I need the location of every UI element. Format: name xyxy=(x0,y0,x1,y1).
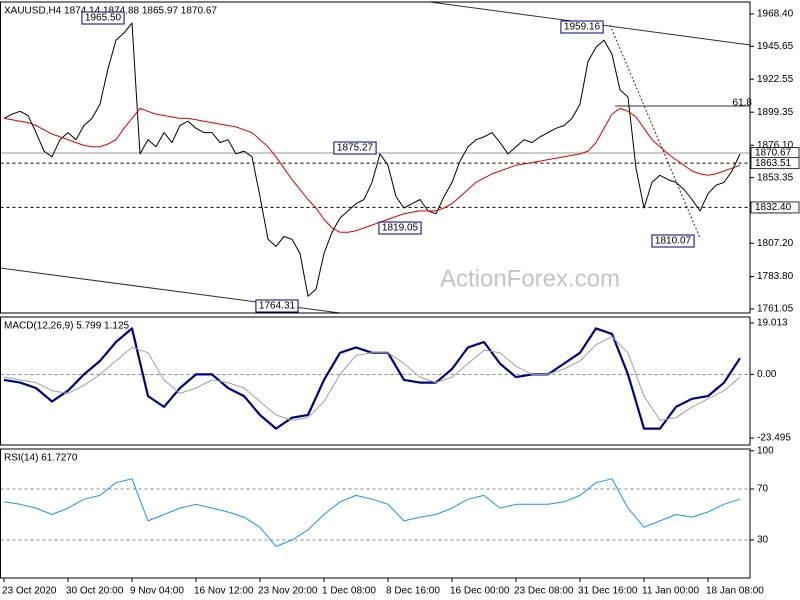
x-tick-label: 11 Jan 00:00 xyxy=(642,586,700,597)
price-label: 1870.67 xyxy=(755,148,792,159)
y-tick-label: 1945.65 xyxy=(757,41,794,52)
y-tick-label: 1761.05 xyxy=(757,304,794,315)
annotation-box xyxy=(378,221,422,235)
y-tick-label: 1899.35 xyxy=(757,107,794,118)
y-tick-label: 100 xyxy=(757,445,774,456)
annotation-box xyxy=(560,20,604,34)
x-tick-label: 23 Oct 2020 xyxy=(2,586,57,597)
y-tick-label: 19.013 xyxy=(757,318,788,329)
price-label-box xyxy=(750,201,800,214)
annotation: 1875.27 xyxy=(337,143,374,154)
annotation: 1965.50 xyxy=(85,13,122,24)
price-label: 1863.51 xyxy=(755,158,792,169)
annotation: 1764.31 xyxy=(259,301,296,312)
annotation: 1959.16 xyxy=(564,22,601,33)
series-line xyxy=(3,22,741,297)
panel-border xyxy=(0,316,751,446)
trend-line xyxy=(609,24,701,239)
x-tick-label: 16 Nov 12:00 xyxy=(194,586,254,597)
series-line xyxy=(3,107,741,233)
x-tick-label: 30 Oct 20:00 xyxy=(66,586,124,597)
y-tick-label: 1807.20 xyxy=(757,238,794,249)
x-tick-label: 23 Nov 20:00 xyxy=(258,586,318,597)
x-tick-label: 8 Dec 16:00 xyxy=(386,586,440,597)
y-tick-label: 1853.35 xyxy=(757,172,794,183)
x-tick-label: 9 Nov 04:00 xyxy=(130,586,184,597)
annotation: 1810.07 xyxy=(655,236,692,247)
annotation: 1819.05 xyxy=(382,223,419,234)
panel-title: MACD(12,26,9) 5.799 1.125 xyxy=(4,321,130,332)
y-tick-label: 0.00 xyxy=(757,369,777,380)
series-line xyxy=(3,336,741,421)
y-tick-label: 1783.80 xyxy=(757,271,794,282)
panel xyxy=(0,478,750,547)
x-tick-label: 31 Dec 16:00 xyxy=(578,586,638,597)
y-tick-label: 1876.10 xyxy=(757,140,794,151)
x-tick-label: 23 Dec 08:00 xyxy=(514,586,574,597)
annotation: 61.8 xyxy=(733,98,753,109)
panel-title: RSI(14) 61.7270 xyxy=(4,453,78,464)
price-label: 1832.40 xyxy=(755,202,792,213)
panel-title: XAUUSD,H4 1874.14 1874.88 1865.97 1870.6… xyxy=(4,6,217,17)
panel xyxy=(0,327,750,430)
annotation-box xyxy=(333,141,377,155)
annotation-box xyxy=(255,299,299,313)
watermark: ActionForex.com xyxy=(440,265,620,292)
y-tick-label: 1968.40 xyxy=(757,9,794,20)
panel-border xyxy=(0,1,751,314)
price-label-box xyxy=(750,157,800,170)
panel-border xyxy=(0,448,751,579)
y-tick-label: 30 xyxy=(757,535,769,546)
y-tick-label: 70 xyxy=(757,484,769,495)
x-tick-label: 16 Dec 00:00 xyxy=(450,586,510,597)
y-tick-label: 1922.55 xyxy=(757,74,794,85)
x-tick-label: 18 Jan 08:00 xyxy=(706,586,764,597)
y-tick-label: -23.495 xyxy=(757,433,791,444)
series-line xyxy=(3,478,741,547)
annotation-box xyxy=(81,11,125,25)
x-tick-label: 1 Dec 08:00 xyxy=(322,586,376,597)
annotation-box xyxy=(651,234,695,248)
